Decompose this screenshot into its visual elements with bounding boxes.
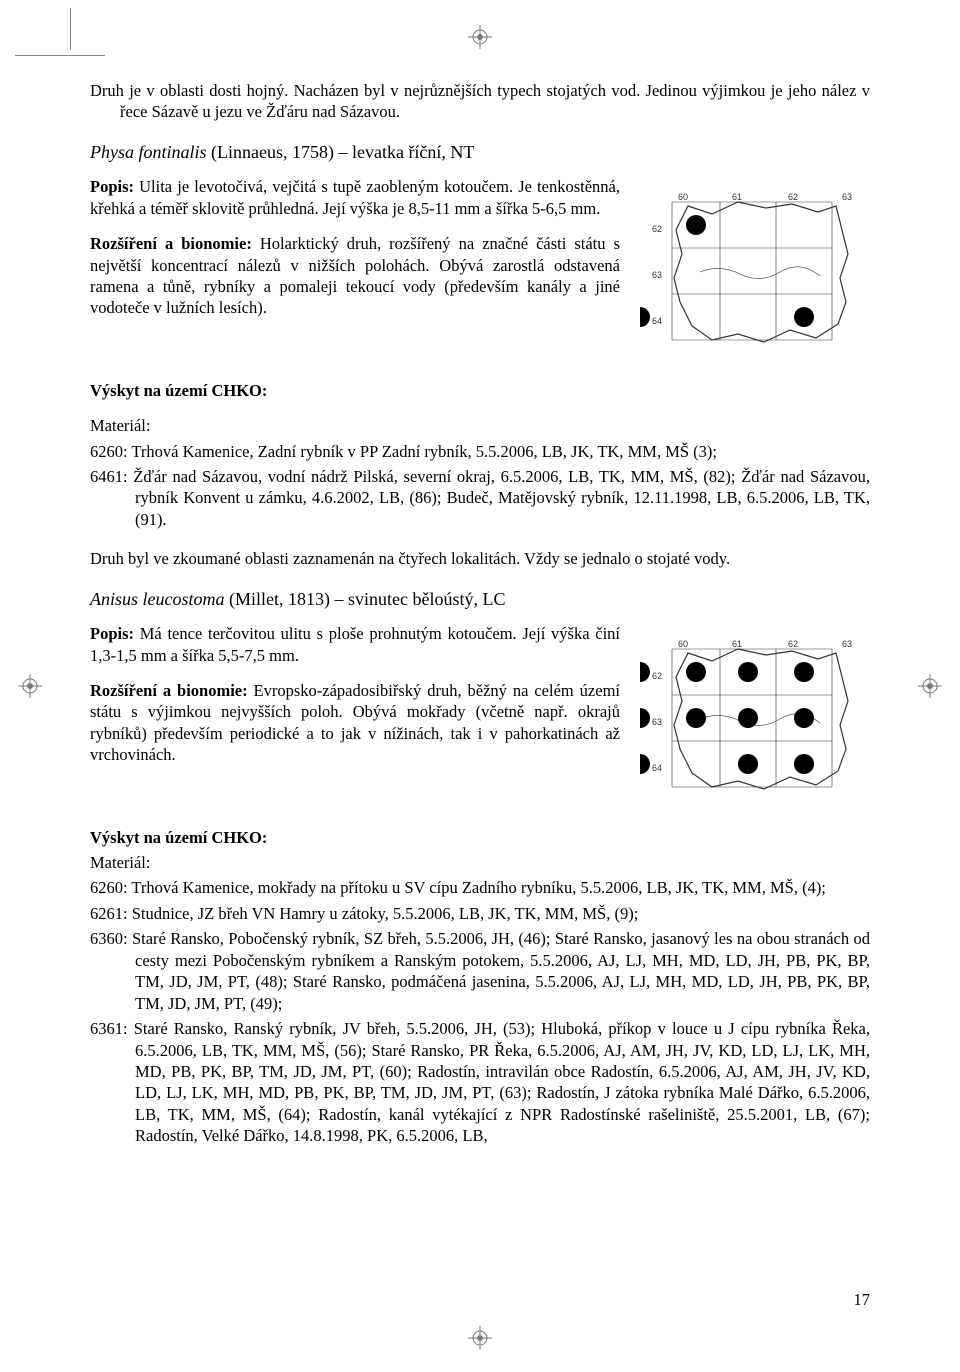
species2-map: 60 61 62 63 62 63 64: [640, 623, 870, 816]
species1-mat2: 6461: Žďár nad Sázavou, vodní nádrž Pils…: [90, 466, 870, 530]
svg-text:62: 62: [652, 671, 662, 681]
page-number: 17: [854, 1289, 871, 1310]
material-label2: Materiál:: [90, 852, 870, 873]
species1-vyskyt-label: Výskyt na území CHKO:: [90, 380, 870, 401]
species2-rozsireni: Rozšíření a bionomie: Evropsko-západosib…: [90, 680, 620, 766]
popis-label: Popis:: [90, 177, 139, 196]
species2-name: Anisus leucostoma: [90, 589, 225, 609]
species2-title: Anisus leucostoma (Millet, 1813) – svinu…: [90, 588, 870, 611]
intro-paragraph: Druh je v oblasti dosti hojný. Nacházen …: [90, 80, 870, 123]
species2-vyskyt-label: Výskyt na území CHKO:: [90, 827, 870, 848]
species1-popis: Popis: Ulita je levotočivá, vejčitá s tu…: [90, 176, 620, 219]
svg-text:61: 61: [732, 639, 742, 649]
species1-title: Physa fontinalis (Linnaeus, 1758) – leva…: [90, 141, 870, 164]
species1-name: Physa fontinalis: [90, 142, 207, 162]
species1-rozsireni: Rozšíření a bionomie: Holarktický druh, …: [90, 233, 620, 319]
roz-label: Rozšíření a bionomie:: [90, 234, 260, 253]
material-label: Materiál:: [90, 415, 870, 436]
species1-mat1: 6260: Trhová Kamenice, Zadní rybník v PP…: [90, 441, 870, 462]
svg-text:60: 60: [678, 192, 688, 202]
species2-auth: (Millet, 1813) – svinutec běloústý, LC: [225, 589, 506, 609]
crop-mark-top-icon: [468, 25, 492, 49]
svg-text:63: 63: [652, 270, 662, 280]
svg-text:64: 64: [652, 763, 662, 773]
svg-text:63: 63: [842, 639, 852, 649]
svg-text:63: 63: [652, 717, 662, 727]
species2-popis: Popis: Má tence terčovitou ulitu s ploše…: [90, 623, 620, 666]
species1-map: 60 61 62 63 62 63 64: [640, 176, 870, 369]
svg-text:62: 62: [652, 224, 662, 234]
svg-text:63: 63: [842, 192, 852, 202]
popis-label2: Popis:: [90, 624, 140, 643]
species1-tail: Druh byl ve zkoumané oblasti zaznamenán …: [90, 548, 870, 569]
svg-text:60: 60: [678, 639, 688, 649]
crop-mark-bottom-icon: [468, 1326, 492, 1350]
svg-text:64: 64: [652, 316, 662, 326]
species2-mat1: 6260: Trhová Kamenice, mokřady na přítok…: [90, 877, 870, 898]
species2-popis-text: Má tence terčovitou ulitu s ploše prohnu…: [90, 624, 620, 664]
svg-text:62: 62: [788, 192, 798, 202]
species1-auth: (Linnaeus, 1758) – levatka říční, NT: [207, 142, 475, 162]
species2-mat2: 6261: Studnice, JZ břeh VN Hamry u zátok…: [90, 903, 870, 924]
corner-crop-line-v: [70, 8, 71, 50]
roz-label2: Rozšíření a bionomie:: [90, 681, 254, 700]
crop-mark-right-icon: [918, 674, 942, 698]
svg-text:61: 61: [732, 192, 742, 202]
corner-crop-line-h: [15, 55, 105, 56]
species2-mat3: 6360: Staré Ransko, Pobočenský rybník, S…: [90, 928, 870, 1014]
species1-popis-text: Ulita je levotočivá, vejčitá s tupě zaob…: [90, 177, 620, 217]
svg-text:62: 62: [788, 639, 798, 649]
crop-mark-left-icon: [18, 674, 42, 698]
species2-mat4: 6361: Staré Ransko, Ranský rybník, JV bř…: [90, 1018, 870, 1147]
